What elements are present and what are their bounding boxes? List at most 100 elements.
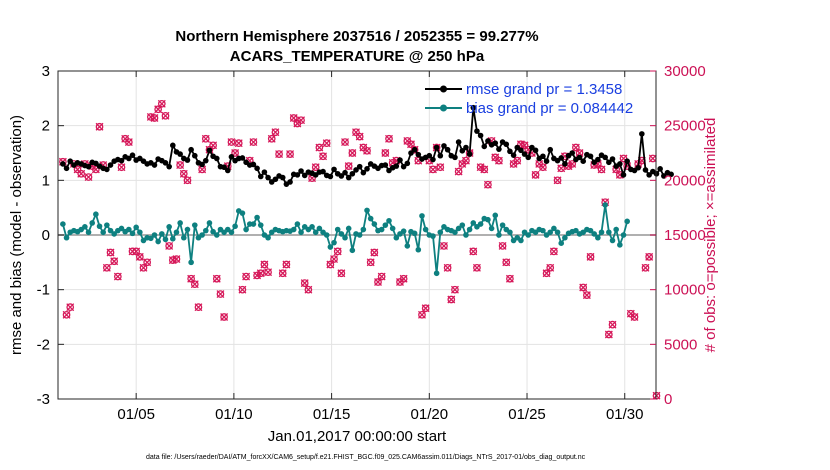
y-right-tick-label: 15000 — [664, 227, 706, 244]
rmse-point — [408, 150, 414, 156]
bias-point — [400, 228, 407, 234]
obs-possible-marker — [154, 105, 163, 114]
obs-possible-marker — [539, 163, 547, 172]
obs-assimilated-marker — [450, 285, 459, 294]
obs-possible-marker — [608, 320, 617, 329]
obs-assimilated-marker — [102, 263, 111, 272]
bias-point — [155, 238, 161, 245]
bias-point — [100, 229, 106, 236]
bias-point — [404, 243, 411, 249]
bias-point — [525, 232, 532, 238]
rmse-point — [331, 166, 337, 173]
obs-possible-marker — [344, 162, 353, 170]
rmse-point — [360, 169, 367, 176]
obs-possible-marker — [586, 253, 595, 261]
rmse-point — [415, 151, 422, 158]
rmse-point — [481, 143, 488, 150]
obs-possible-marker — [286, 150, 294, 158]
y-right-tick-label: 5000 — [664, 336, 697, 353]
y-left-tick-label: 3 — [42, 63, 50, 80]
rmse-point — [620, 172, 627, 178]
bias-point — [316, 225, 323, 232]
rmse-point — [221, 164, 227, 171]
rmse-point — [393, 163, 400, 169]
x-tick-label: 01/05 — [117, 406, 155, 423]
obs-possible-marker — [418, 310, 426, 319]
obs-assimilated-marker — [330, 255, 338, 264]
obs-possible-marker — [62, 310, 71, 319]
obs-possible-marker — [84, 173, 93, 181]
bias-point — [93, 211, 99, 218]
bias-point — [393, 234, 400, 241]
obs-possible-marker — [645, 253, 654, 261]
obs-possible-marker — [630, 313, 639, 321]
bias-point — [360, 226, 367, 233]
obs-assimilated-marker — [513, 156, 522, 165]
rmse-point — [452, 154, 458, 161]
bias-point — [199, 232, 205, 238]
bias-point — [331, 239, 337, 246]
obs-assimilated-marker — [344, 162, 353, 171]
obs-assimilated-marker — [249, 138, 258, 147]
obs-possible-marker — [319, 152, 327, 161]
bias-point — [170, 236, 176, 242]
bias-point — [551, 225, 557, 232]
obs-possible-marker — [220, 313, 228, 321]
rmse-point — [298, 168, 304, 174]
bias-point — [378, 226, 385, 233]
rmse-point — [345, 174, 352, 181]
bias-point — [595, 234, 601, 241]
obs-assimilated-marker — [227, 138, 236, 147]
obs-possible-marker — [583, 291, 591, 299]
bias-point — [151, 232, 158, 238]
bias-point — [422, 226, 429, 233]
obs-possible-marker — [421, 304, 430, 313]
obs-assimilated-marker — [630, 313, 639, 321]
bias-point — [613, 226, 619, 233]
rmse-point — [188, 146, 194, 153]
rmse-point — [459, 148, 466, 154]
obs-possible-marker — [495, 156, 503, 165]
rmse-point — [320, 168, 326, 175]
bias-point — [382, 222, 389, 228]
y-right-tick-label: 0 — [664, 391, 672, 408]
obs-assimilated-marker — [440, 241, 448, 250]
x-tick-label: 01/20 — [411, 406, 449, 423]
obs-possible-marker — [194, 303, 203, 312]
obs-assimilated-marker — [454, 167, 463, 176]
obs-assimilated-marker — [319, 152, 328, 161]
bias-point — [294, 221, 301, 227]
obs-assimilated-marker — [198, 165, 207, 174]
obs-assimilated-marker — [645, 252, 654, 261]
rmse-point — [279, 174, 286, 181]
obs-assimilated-marker — [502, 258, 511, 267]
bias-point — [364, 207, 370, 214]
y-left-tick-label: 1 — [42, 172, 50, 189]
rmse-point — [580, 158, 587, 164]
rmse-point — [657, 166, 663, 172]
obs-possible-marker — [256, 269, 265, 278]
rmse-point — [177, 151, 183, 157]
obs-possible-marker — [410, 145, 419, 154]
obs-assimilated-marker — [443, 263, 452, 272]
y-left-tick-label: 0 — [42, 227, 50, 244]
y-left-tick-label: -1 — [37, 282, 50, 299]
obs-possible-marker — [355, 132, 364, 141]
obs-possible-marker — [267, 134, 276, 143]
obs-possible-marker — [238, 285, 247, 294]
rmse-point — [338, 173, 345, 179]
obs-possible-marker — [348, 149, 357, 157]
y-right-tick-label: 20000 — [664, 172, 706, 189]
obs-assimilated-marker — [582, 291, 591, 300]
bias-point — [334, 226, 341, 233]
obs-assimilated-marker — [337, 269, 346, 278]
rmse-point — [129, 152, 136, 158]
rmse-point — [342, 169, 348, 176]
bias-point — [558, 240, 565, 246]
obs-possible-marker — [183, 176, 192, 185]
rmse-point — [437, 152, 444, 159]
bias-point — [257, 222, 264, 228]
bias-point — [598, 229, 605, 236]
obs-possible-marker — [370, 248, 379, 257]
obs-possible-marker — [436, 163, 445, 172]
